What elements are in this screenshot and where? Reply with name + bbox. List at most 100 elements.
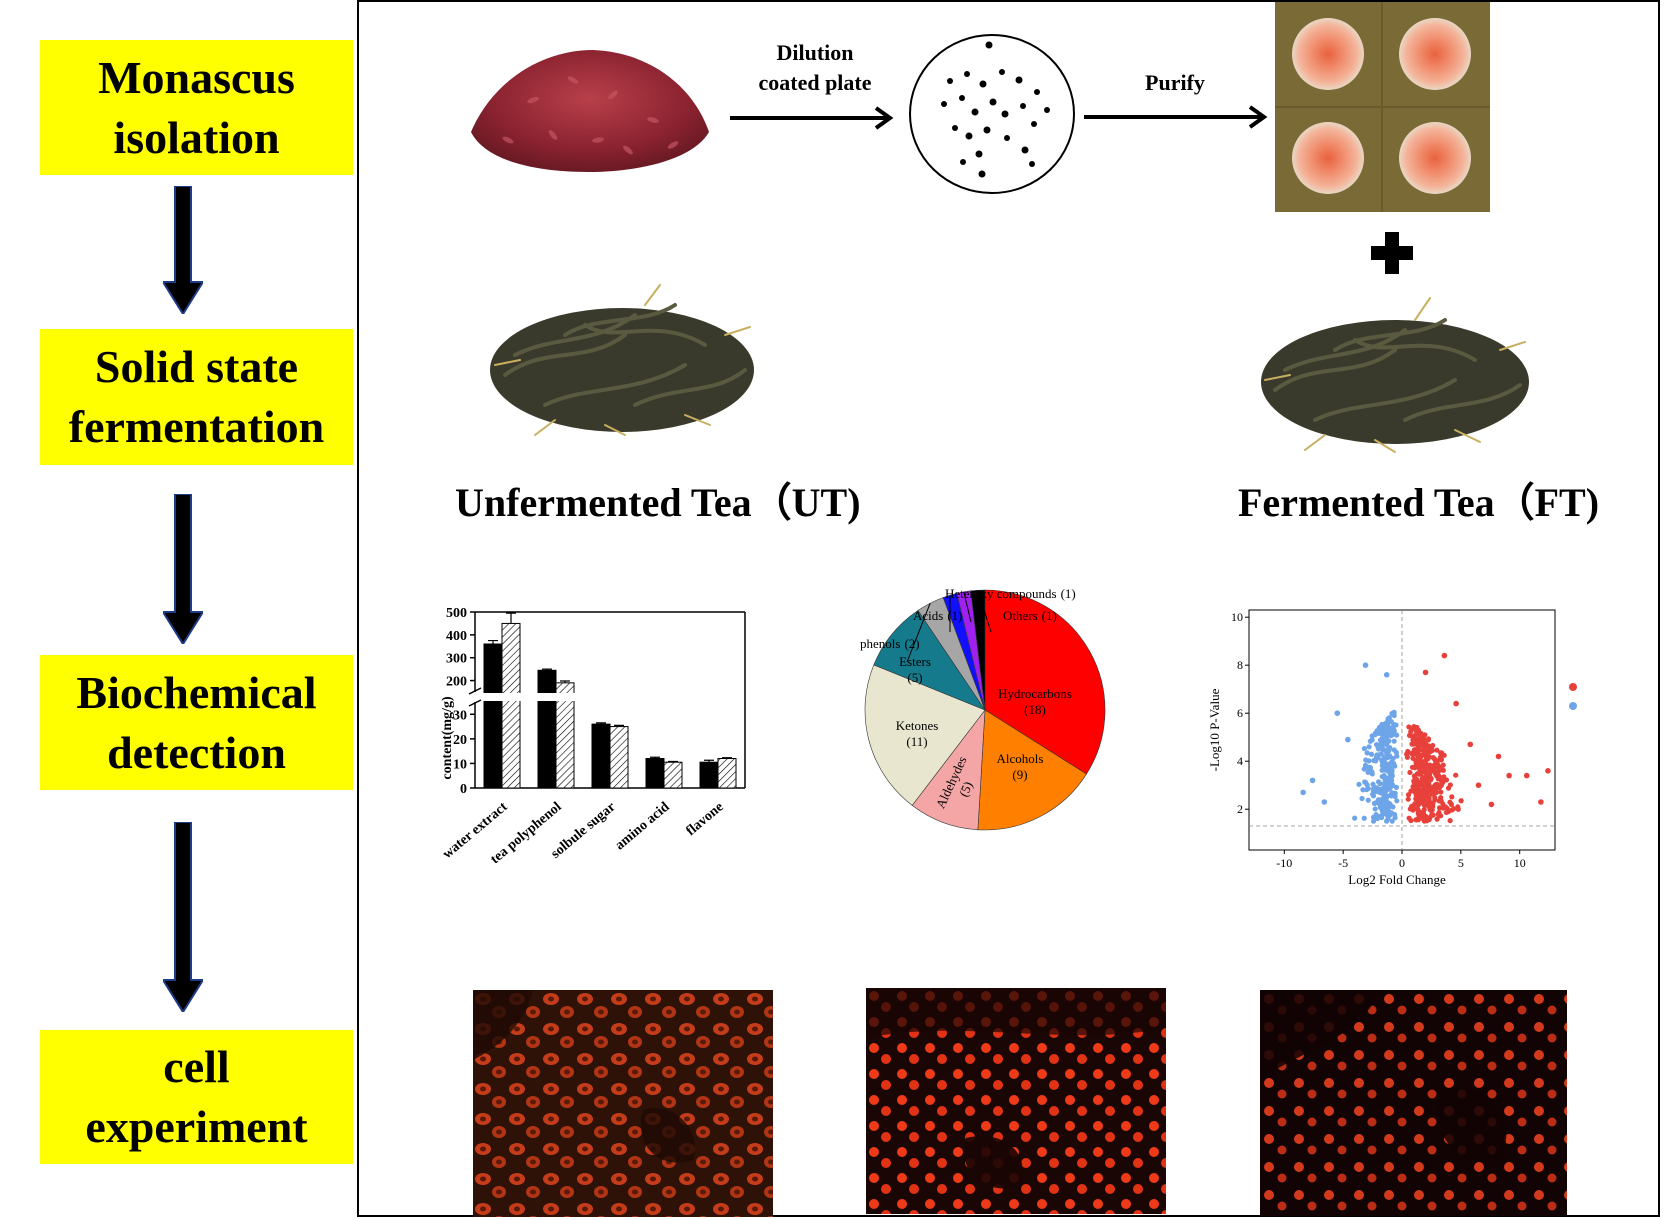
pie-slice-others bbox=[970, 589, 986, 711]
pie-label-count: (5) bbox=[907, 670, 922, 685]
volcano-point-down bbox=[1377, 789, 1383, 795]
volcano-point-down bbox=[1361, 815, 1367, 821]
volcano-point-up bbox=[1415, 817, 1422, 823]
volcano-point-down bbox=[1387, 812, 1393, 818]
volcano-point-down bbox=[1362, 763, 1369, 770]
volcano-point-down bbox=[1391, 738, 1397, 744]
volcano-point-up bbox=[1449, 794, 1455, 800]
volcano-point-down bbox=[1384, 750, 1390, 756]
pie-label-hydrocarbons: Hydrocarbons(18) bbox=[998, 686, 1072, 717]
volcano-point-up bbox=[1441, 752, 1447, 758]
volcano-point-up bbox=[1431, 756, 1438, 762]
volcano-point-down bbox=[1321, 799, 1328, 805]
volcano-point-down bbox=[1381, 810, 1387, 817]
volcano-point-down bbox=[1365, 797, 1371, 803]
volcano-xtick-label: 10 bbox=[1514, 856, 1526, 870]
pie-label-count: (11) bbox=[906, 734, 927, 749]
volcano-point-up bbox=[1424, 775, 1430, 781]
volcano-point-up bbox=[1404, 754, 1410, 760]
bar-error-0-0 bbox=[488, 639, 498, 644]
fermented-tea-image bbox=[1261, 297, 1529, 453]
volcano-xtick-label: -10 bbox=[1276, 856, 1292, 870]
volcano-xtick-label: 5 bbox=[1458, 856, 1464, 870]
volcano-xtick-label: -5 bbox=[1338, 856, 1348, 870]
volcano-point-up bbox=[1440, 762, 1446, 768]
volcano-point-up bbox=[1545, 768, 1551, 774]
volcano-legend-down bbox=[1569, 702, 1577, 710]
arrow-dilution bbox=[730, 106, 894, 130]
pie-label-alcohols: Alcohols(9) bbox=[997, 751, 1044, 782]
cell-image-1 bbox=[473, 990, 773, 1217]
volcano-point-down bbox=[1383, 672, 1390, 678]
volcano-point-down bbox=[1375, 744, 1381, 751]
volcano-point-up bbox=[1421, 762, 1427, 768]
volcano-point-down bbox=[1389, 768, 1395, 774]
volcano-point-down bbox=[1392, 812, 1398, 818]
volcano-point-up bbox=[1422, 758, 1428, 764]
volcano-point-up bbox=[1495, 753, 1502, 760]
volcano-point-up bbox=[1431, 783, 1438, 789]
volcano-point-up bbox=[1407, 806, 1413, 812]
bar-error-1-4 bbox=[722, 757, 732, 759]
stage-cell-experiment: cell experiment bbox=[40, 1030, 353, 1164]
pie-leader-others bbox=[977, 590, 992, 633]
bar-ytick-lower-label: 20 bbox=[453, 733, 467, 748]
pie-label-count: (9) bbox=[1012, 767, 1027, 782]
petri-dish-image bbox=[909, 34, 1075, 194]
bar-0-3 bbox=[645, 758, 665, 789]
bar-ytick-upper-label: 500 bbox=[446, 608, 467, 621]
bar-ytick-upper-label: 400 bbox=[446, 629, 467, 644]
volcano-xtick-label: 0 bbox=[1399, 856, 1405, 870]
bar-0-4 bbox=[699, 761, 719, 789]
pie-slice-ketones bbox=[864, 664, 986, 806]
volcano-ytick-label: 6 bbox=[1237, 706, 1243, 720]
volcano-ytick-label: 10 bbox=[1231, 610, 1243, 624]
volcano-point-up bbox=[1408, 729, 1414, 735]
volcano-point-up bbox=[1424, 769, 1430, 775]
pie-leader-heteroxy bbox=[963, 591, 972, 623]
volcano-point-up bbox=[1417, 743, 1423, 749]
pie-label-count: (1) bbox=[1061, 586, 1076, 601]
volcano-point-down bbox=[1361, 745, 1367, 752]
volcano-point-down bbox=[1386, 775, 1392, 781]
volcano-point-up bbox=[1441, 652, 1448, 659]
bar-error-0-1 bbox=[542, 668, 552, 671]
volcano-point-down bbox=[1388, 793, 1394, 799]
volcano-point-down bbox=[1370, 818, 1377, 824]
volcano-point-up bbox=[1438, 789, 1444, 795]
bar-break-gap-3 bbox=[645, 693, 683, 701]
volcano-point-up bbox=[1440, 805, 1446, 811]
volcano-point-up bbox=[1413, 795, 1420, 801]
volcano-ylabel: -Log10 P-Value bbox=[1207, 688, 1222, 771]
volcano-point-up bbox=[1445, 785, 1452, 791]
volcano-point-up bbox=[1425, 737, 1431, 743]
pie-label-name: Heteroxy compounds bbox=[945, 586, 1057, 601]
bar-break-gap-4 bbox=[699, 693, 737, 701]
volcano-point-up bbox=[1434, 816, 1440, 822]
volcano-point-down bbox=[1383, 795, 1390, 801]
volcano-point-down bbox=[1391, 721, 1397, 728]
volcano-point-up bbox=[1523, 772, 1530, 779]
bar-break-gap-2 bbox=[591, 693, 629, 701]
volcano-point-up bbox=[1434, 769, 1441, 776]
flow-arrow-2 bbox=[163, 494, 203, 644]
pie-label-count: (1) bbox=[947, 608, 962, 623]
volcano-point-down bbox=[1379, 773, 1385, 780]
volcano-point-up bbox=[1405, 748, 1411, 755]
volcano-point-up bbox=[1407, 769, 1413, 776]
volcano-plot: -10 -5 0 5 10 2 4 6 8 10 Log2 Fold Change -Log10 … bbox=[1207, 609, 1577, 887]
volcano-point-up bbox=[1405, 792, 1412, 798]
bar-ytick-upper-label: 300 bbox=[446, 652, 467, 667]
volcano-point-up bbox=[1429, 811, 1435, 817]
volcano-point-up bbox=[1431, 791, 1437, 797]
pie-label-count: (18) bbox=[1024, 702, 1046, 717]
volcano-point-down bbox=[1368, 751, 1375, 757]
flow-arrow-3 bbox=[163, 822, 203, 1012]
volcano-ytick-label: 8 bbox=[1237, 658, 1243, 672]
bar-0-0 bbox=[483, 643, 503, 789]
volcano-point-up bbox=[1413, 783, 1419, 789]
bar-xlabel: amino acid bbox=[613, 799, 673, 853]
pie-slice-hydrocarbons bbox=[984, 589, 1106, 775]
volcano-point-down bbox=[1384, 818, 1390, 824]
